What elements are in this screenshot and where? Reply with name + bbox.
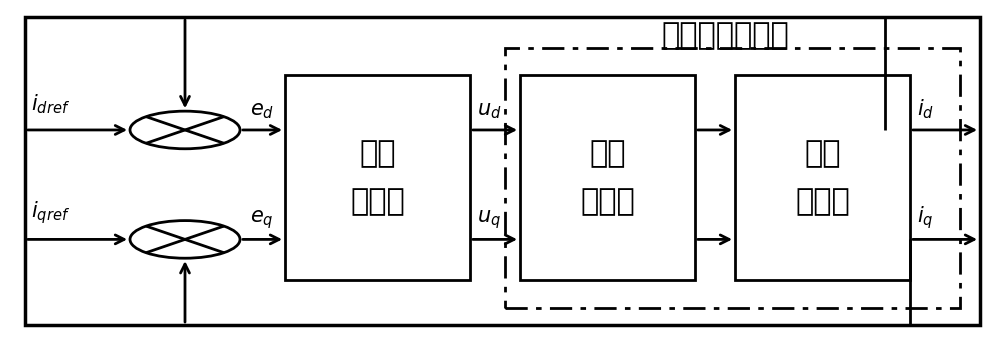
Text: $i_{dref}$: $i_{dref}$ <box>31 93 70 116</box>
Text: 双空间矢量调制: 双空间矢量调制 <box>661 22 789 50</box>
Text: 控制律: 控制律 <box>350 187 405 216</box>
Text: 號拟: 號拟 <box>589 140 626 168</box>
Text: $i_d$: $i_d$ <box>917 98 934 121</box>
Text: $u_d$: $u_d$ <box>477 102 502 121</box>
Bar <box>735 75 910 280</box>
Text: $e_q$: $e_q$ <box>250 208 274 231</box>
Circle shape <box>130 221 240 258</box>
Circle shape <box>130 111 240 149</box>
Text: $e_d$: $e_d$ <box>250 102 274 121</box>
Bar <box>285 75 470 280</box>
Bar <box>520 75 695 280</box>
Bar <box>505 48 960 308</box>
Text: 滑模: 滑模 <box>359 140 396 168</box>
Text: 逆变器: 逆变器 <box>795 187 850 216</box>
Text: $i_{qref}$: $i_{qref}$ <box>31 199 70 226</box>
Text: 整流器: 整流器 <box>580 187 635 216</box>
Text: $u_q$: $u_q$ <box>477 208 501 231</box>
Text: $i_q$: $i_q$ <box>917 204 934 231</box>
Text: 號拟: 號拟 <box>804 140 841 168</box>
